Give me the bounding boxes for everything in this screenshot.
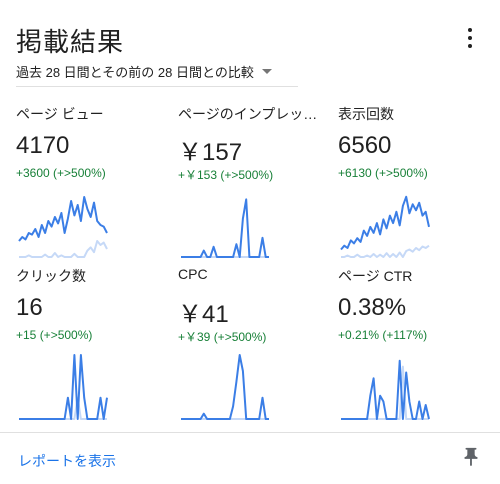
metric-delta: +15 (+>500%) — [16, 328, 93, 342]
metric-label: クリック数 — [16, 268, 86, 284]
sparkline-page-impressions — [181, 198, 269, 258]
more-vert-icon[interactable] — [458, 26, 482, 50]
metric-delta: +￥39 (+>500%) — [178, 330, 267, 344]
previous-period-line — [19, 240, 108, 258]
metric-delta: +3600 (+>500%) — [16, 166, 106, 180]
metric-label: ページ ビュー — [16, 106, 104, 122]
metric-label: CPC — [178, 266, 208, 282]
previous-period-line — [19, 396, 107, 420]
period-underline — [16, 86, 298, 87]
metric-value: ￥157 — [178, 139, 243, 166]
metric-value: 16 — [16, 294, 43, 321]
metric-label: ページのインプレッ… — [178, 106, 318, 122]
metric-delta: +0.21% (+117%) — [338, 328, 428, 342]
footer-divider — [0, 432, 500, 433]
current-period-line — [18, 196, 108, 242]
current-period-line — [341, 359, 430, 420]
current-period-line — [340, 195, 430, 251]
pin-icon[interactable] — [460, 446, 482, 468]
previous-period-line — [341, 244, 430, 258]
metric-ctr[interactable]: ページ CTR 0.38% +0.21% (+117%) — [338, 266, 498, 420]
metric-clicks[interactable]: クリック数 16 +15 (+>500%) — [16, 266, 176, 420]
sparkline-clicks — [19, 354, 108, 420]
metric-label: ページ CTR — [338, 268, 413, 284]
metric-delta: +6130 (+>500%) — [338, 166, 428, 180]
period-label: 過去 28 日間とその前の 28 日間との比較 — [16, 65, 254, 80]
metric-value: 4170 — [16, 132, 70, 159]
view-report-link[interactable]: レポートを表示 — [18, 453, 116, 469]
sparkline-cpc — [181, 354, 269, 420]
metric-label: 表示回数 — [338, 106, 394, 122]
current-period-line — [19, 354, 108, 420]
metric-page-impressions[interactable]: ページのインプレッ… ￥157 +￥153 (+>500%) — [178, 104, 338, 258]
card-title: 掲載結果 — [16, 27, 125, 57]
period-dropdown[interactable]: 過去 28 日間とその前の 28 日間との比較 — [16, 62, 272, 81]
metric-value: ￥41 — [178, 301, 229, 328]
dropdown-caret-icon — [261, 69, 272, 74]
metric-pageviews[interactable]: ページ ビュー 4170 +3600 (+>500%) — [16, 104, 176, 258]
metric-cpc[interactable]: CPC ￥41 +￥39 (+>500%) — [178, 266, 338, 420]
metric-delta: +￥153 (+>500%) — [178, 168, 274, 182]
metric-value: 6560 — [338, 132, 392, 159]
current-period-line — [181, 198, 269, 258]
sparkline-ctr — [341, 359, 430, 420]
metric-impressions[interactable]: 表示回数 6560 +6130 (+>500%) — [338, 104, 498, 258]
sparkline-impressions — [340, 195, 430, 258]
sparkline-pageviews — [18, 196, 108, 258]
metric-value: 0.38% — [338, 294, 407, 321]
current-period-line — [181, 354, 269, 420]
